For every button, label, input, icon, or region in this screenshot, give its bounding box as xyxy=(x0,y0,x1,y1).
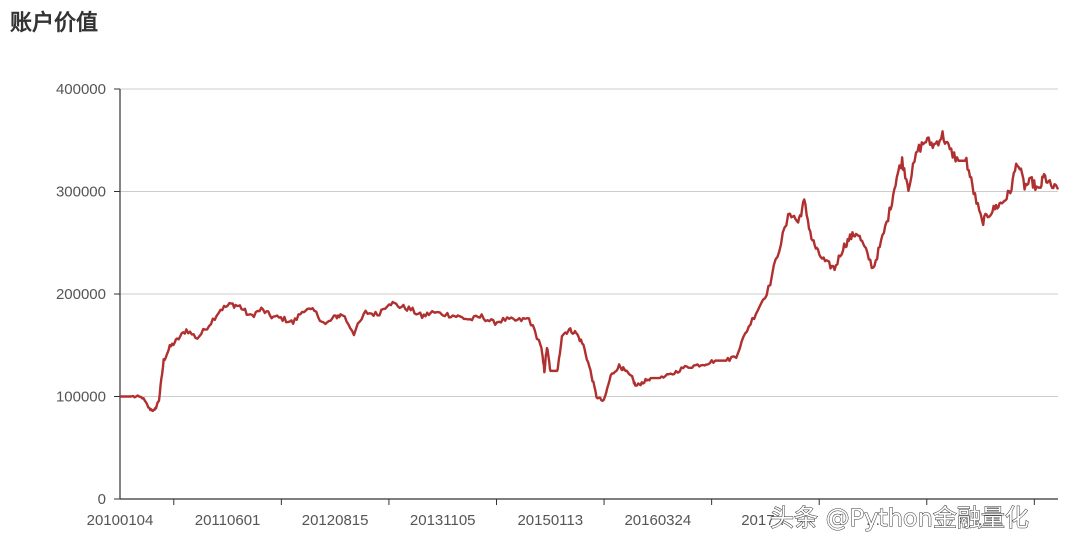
x-tick-label: … xyxy=(973,512,988,529)
y-tick-label: 300000 xyxy=(56,184,106,201)
watermark-text: 头条 @Python金融量化 xyxy=(770,504,1029,532)
series-group xyxy=(120,130,1060,413)
y-tick-label: 200000 xyxy=(56,286,106,303)
x-tick-label: 20120815 xyxy=(302,512,369,529)
x-tick-label: 2017… xyxy=(741,512,789,529)
x-tick-label: … xyxy=(865,512,880,529)
y-axis-ticks: 0 100000 200000 300000 400000 xyxy=(56,81,120,508)
x-tick-label: 20160324 xyxy=(624,512,691,529)
grid-lines xyxy=(120,88,1058,397)
y-tick-label: 400000 xyxy=(56,81,106,98)
x-tick-label: 20110601 xyxy=(195,512,261,529)
chart-title: 账户价值 xyxy=(10,10,98,36)
y-tick-label: 100000 xyxy=(56,389,106,406)
y-tick-label: 0 xyxy=(98,491,106,508)
x-tick-label: 20150113 xyxy=(517,512,583,529)
x-tick-label: 20131105 xyxy=(410,512,476,529)
x-axis-ticks: 20100104 20110601 20120815 20131105 20150113… xyxy=(87,499,1035,529)
series-line-account-value xyxy=(120,130,1060,413)
x-tick-label: 20100104 xyxy=(87,512,154,529)
